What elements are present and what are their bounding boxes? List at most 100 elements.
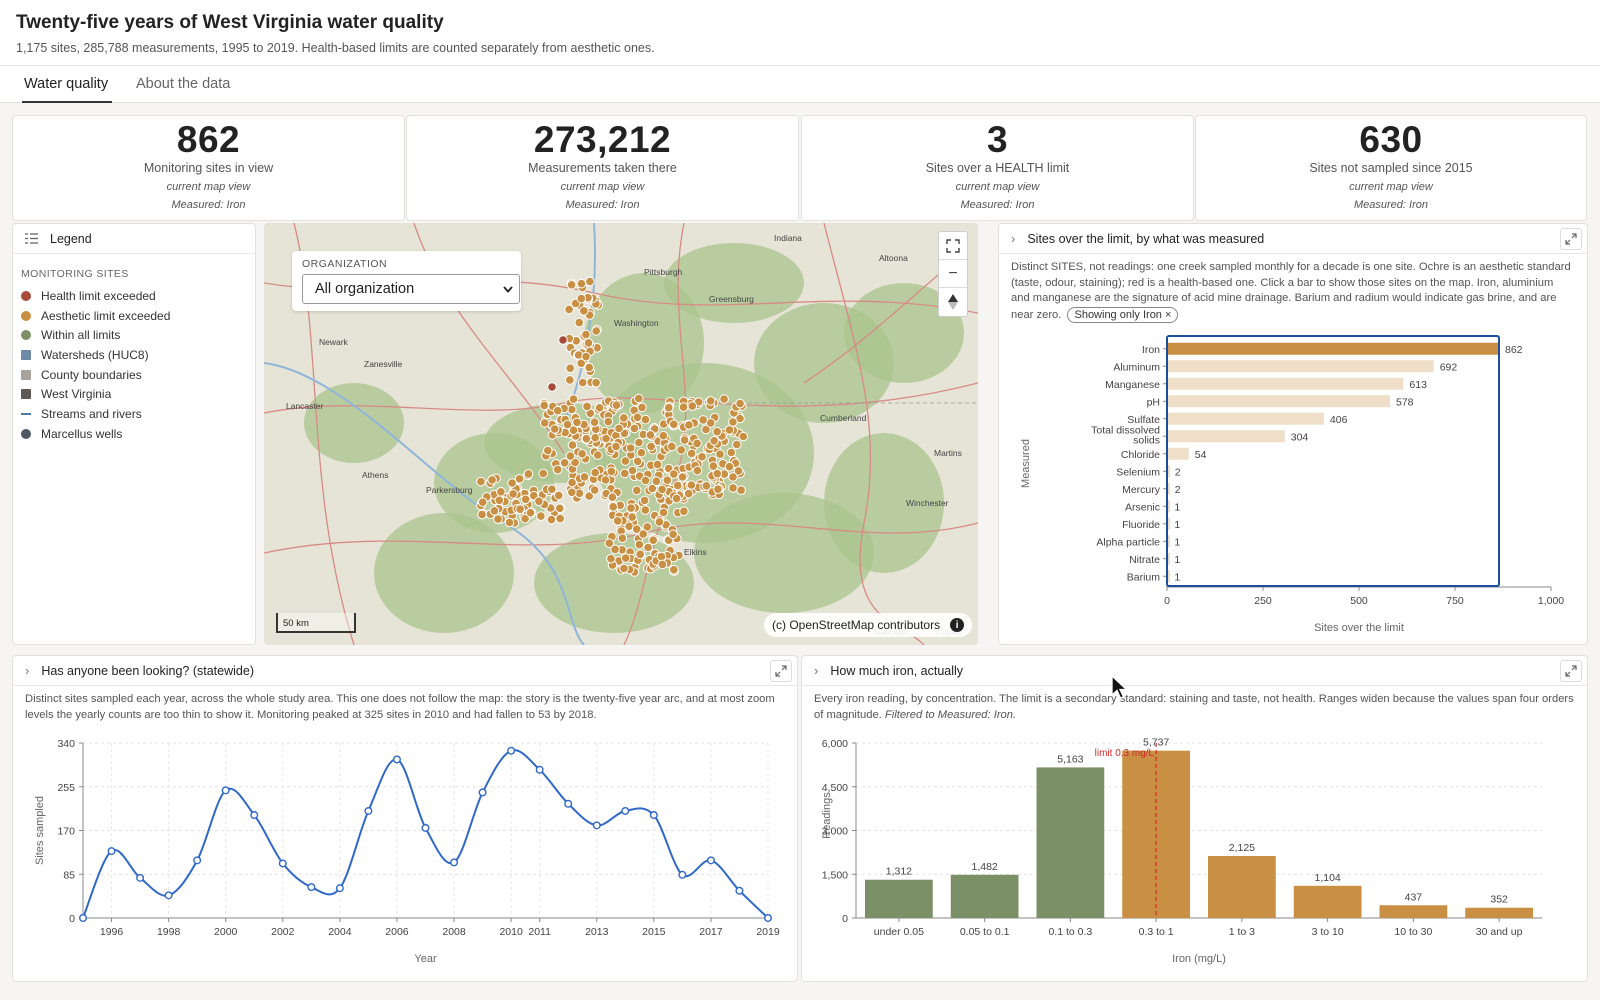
monitoring-site[interactable] bbox=[582, 401, 592, 412]
data-point[interactable] bbox=[450, 858, 459, 867]
data-point[interactable] bbox=[136, 873, 145, 882]
data-point[interactable] bbox=[764, 913, 773, 922]
monitoring-site[interactable] bbox=[589, 485, 600, 495]
monitoring-site[interactable] bbox=[601, 433, 611, 444]
monitoring-site[interactable] bbox=[564, 304, 574, 315]
monitoring-site[interactable] bbox=[555, 503, 565, 514]
monitoring-site[interactable] bbox=[679, 435, 690, 445]
monitoring-site[interactable] bbox=[523, 469, 534, 479]
monitoring-site[interactable] bbox=[552, 464, 563, 475]
data-point[interactable] bbox=[307, 883, 316, 892]
bar[interactable] bbox=[1036, 767, 1105, 918]
data-point[interactable] bbox=[250, 811, 259, 820]
data-point[interactable] bbox=[706, 856, 715, 865]
data-point[interactable] bbox=[78, 913, 87, 922]
monitoring-site[interactable] bbox=[515, 504, 525, 515]
tab-about-the-data[interactable]: About the data bbox=[136, 76, 231, 92]
monitoring-site[interactable] bbox=[543, 445, 553, 456]
legend-item[interactable]: Aesthetic limit exceeded bbox=[13, 306, 255, 326]
bar[interactable] bbox=[1168, 377, 1404, 390]
monitoring-site[interactable] bbox=[733, 466, 744, 476]
monitoring-site[interactable] bbox=[726, 447, 737, 458]
monitoring-site[interactable] bbox=[677, 472, 688, 482]
monitoring-site[interactable] bbox=[562, 419, 573, 430]
monitoring-site[interactable] bbox=[712, 426, 722, 437]
bar[interactable] bbox=[1208, 856, 1276, 918]
monitoring-site[interactable] bbox=[589, 417, 600, 427]
bar[interactable] bbox=[1168, 412, 1324, 425]
monitoring-site[interactable] bbox=[732, 439, 742, 450]
monitoring-site[interactable] bbox=[692, 465, 703, 476]
monitoring-site[interactable] bbox=[538, 468, 549, 479]
monitoring-site[interactable] bbox=[577, 377, 588, 388]
monitoring-site[interactable] bbox=[572, 417, 582, 428]
monitoring-site[interactable] bbox=[565, 375, 575, 385]
monitoring-site[interactable] bbox=[713, 484, 723, 495]
monitoring-site[interactable] bbox=[663, 402, 674, 413]
monitoring-site[interactable] bbox=[640, 505, 651, 515]
monitoring-site[interactable] bbox=[584, 362, 595, 373]
bar[interactable] bbox=[950, 874, 1019, 918]
data-point[interactable] bbox=[678, 870, 687, 879]
data-point[interactable] bbox=[535, 765, 544, 774]
monitoring-site[interactable] bbox=[626, 503, 636, 513]
monitoring-site[interactable] bbox=[614, 423, 624, 434]
monitoring-site[interactable] bbox=[567, 487, 577, 498]
chevron-right-icon[interactable]: › bbox=[814, 663, 819, 678]
bar[interactable] bbox=[1168, 395, 1390, 408]
monitoring-site[interactable] bbox=[632, 412, 643, 423]
monitoring-site[interactable] bbox=[539, 418, 550, 428]
monitoring-site[interactable] bbox=[676, 445, 687, 455]
monitoring-site[interactable] bbox=[617, 533, 628, 544]
monitoring-site[interactable] bbox=[577, 449, 587, 459]
legend-item[interactable]: Within all limits bbox=[13, 325, 255, 345]
data-point[interactable] bbox=[649, 811, 658, 820]
monitoring-site[interactable] bbox=[631, 524, 642, 535]
monitoring-site[interactable] bbox=[634, 539, 645, 550]
expand-button[interactable] bbox=[770, 660, 792, 682]
bar[interactable] bbox=[1168, 535, 1170, 548]
bar[interactable] bbox=[1379, 905, 1448, 918]
bar[interactable] bbox=[1293, 885, 1362, 918]
monitoring-site[interactable] bbox=[539, 400, 550, 411]
monitoring-site[interactable] bbox=[520, 513, 530, 524]
monitoring-site[interactable] bbox=[686, 448, 697, 459]
data-point[interactable] bbox=[107, 847, 116, 856]
monitoring-site[interactable] bbox=[635, 549, 646, 560]
monitoring-site[interactable] bbox=[590, 432, 601, 443]
chevron-right-icon[interactable]: › bbox=[25, 663, 30, 678]
monitoring-site[interactable] bbox=[579, 306, 589, 316]
monitoring-site[interactable] bbox=[662, 475, 673, 486]
data-point[interactable] bbox=[421, 823, 430, 832]
monitoring-site[interactable] bbox=[728, 483, 738, 493]
iron-header[interactable]: › How much iron, actually bbox=[802, 656, 1587, 686]
monitoring-site[interactable] bbox=[581, 351, 591, 362]
monitoring-site[interactable] bbox=[654, 517, 665, 527]
health-exceedance-site[interactable] bbox=[547, 382, 557, 392]
bar[interactable] bbox=[1465, 907, 1533, 918]
iron-chart[interactable]: 0 1,500 3,000 4,500 6,000 1,312 under 0.05 1,48… bbox=[802, 726, 1589, 981]
monitoring-site[interactable] bbox=[585, 276, 595, 287]
monitoring-site[interactable] bbox=[634, 393, 644, 404]
monitoring-site[interactable] bbox=[494, 495, 505, 506]
monitoring-site[interactable] bbox=[493, 514, 503, 524]
fullscreen-button[interactable] bbox=[939, 232, 967, 260]
monitoring-site[interactable] bbox=[648, 535, 659, 546]
monitoring-site[interactable] bbox=[669, 469, 679, 479]
monitoring-site[interactable] bbox=[668, 529, 678, 540]
monitoring-site[interactable] bbox=[565, 363, 576, 373]
monitoring-site[interactable] bbox=[489, 506, 500, 516]
bar[interactable] bbox=[1168, 430, 1285, 443]
monitoring-site[interactable] bbox=[611, 400, 622, 410]
bar[interactable] bbox=[1168, 342, 1500, 355]
monitoring-site[interactable] bbox=[701, 424, 711, 435]
monitoring-site[interactable] bbox=[606, 553, 616, 564]
organization-select[interactable]: All organization bbox=[302, 274, 520, 304]
monitoring-site[interactable] bbox=[728, 472, 738, 482]
monitoring-site[interactable] bbox=[658, 430, 669, 441]
by-measure-header[interactable]: › Sites over the limit, by what was meas… bbox=[999, 224, 1587, 254]
monitoring-site[interactable] bbox=[701, 481, 712, 491]
monitoring-site[interactable] bbox=[566, 280, 577, 290]
monitoring-site[interactable] bbox=[476, 476, 486, 487]
bar[interactable] bbox=[1168, 447, 1189, 460]
